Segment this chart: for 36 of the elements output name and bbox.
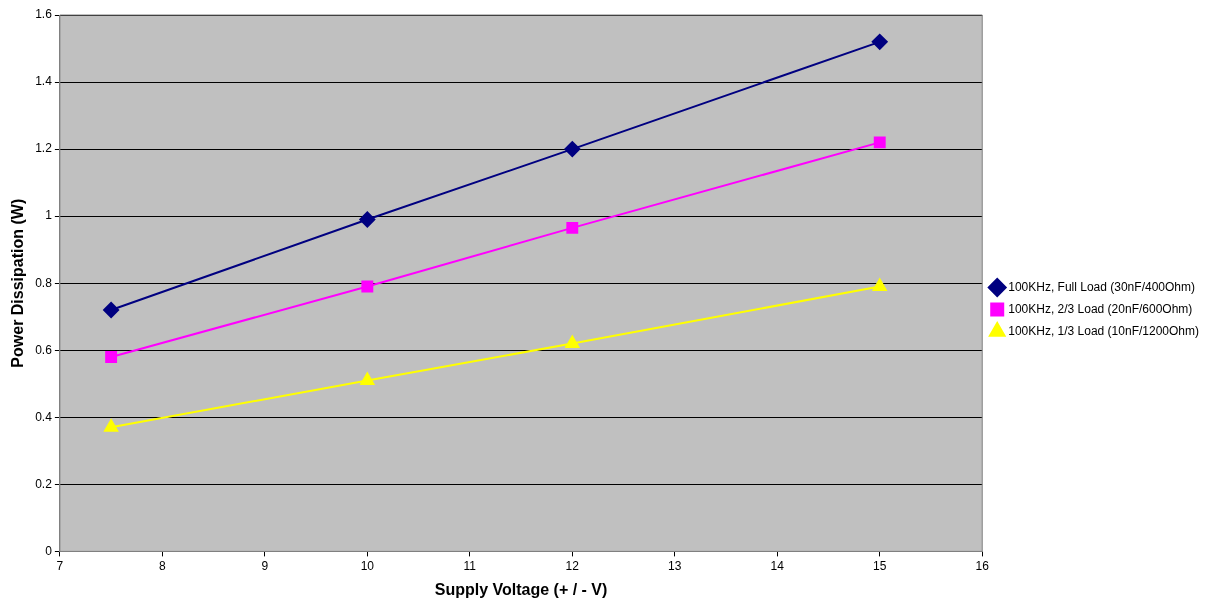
legend-label: 100KHz, 1/3 Load (10nF/1200Ohm) <box>1008 323 1199 338</box>
y-tick-label: 1.2 <box>35 141 53 156</box>
x-tick-label: 15 <box>873 558 887 573</box>
y-axis-title: Power Dissipation (W) <box>9 198 27 368</box>
x-axis-title: Supply Voltage (+ / - V) <box>434 580 608 598</box>
point <box>871 33 888 50</box>
point <box>103 302 120 319</box>
point <box>359 211 376 228</box>
x-tick-label: 10 <box>360 558 375 573</box>
x-tick-label: 14 <box>770 558 785 573</box>
x-tick-label: 7 <box>56 558 64 573</box>
x-tick-label: 13 <box>668 558 682 573</box>
x-tick-label: 12 <box>565 558 580 573</box>
point <box>873 136 886 149</box>
x-tick-label: 9 <box>261 558 269 573</box>
point <box>105 351 118 363</box>
legend-label: 100KHz, 2/3 Load (20nF/600Ohm) <box>1008 301 1193 316</box>
y-tick-label: 0.2 <box>35 476 53 491</box>
y-tick-label: 1.6 <box>35 7 53 22</box>
point <box>361 280 374 293</box>
point <box>565 335 580 349</box>
legend-label: 100KHz, Full Load (30nF/400Ohm) <box>1008 279 1195 294</box>
point <box>564 141 581 158</box>
y-tick-label: 1 <box>45 208 53 223</box>
y-tick-label: 0 <box>45 543 53 558</box>
x-tick-label: 11 <box>463 558 477 573</box>
y-tick-label: 0.8 <box>35 275 53 290</box>
point <box>566 221 579 234</box>
x-tick-label: 8 <box>159 558 167 573</box>
point <box>872 278 887 292</box>
y-tick-label: 1.4 <box>35 74 53 89</box>
point <box>104 419 119 432</box>
x-tick-label: 16 <box>975 558 990 573</box>
y-tick-label: 0.4 <box>35 409 53 424</box>
y-tick-label: 0.6 <box>35 342 53 357</box>
point <box>360 372 375 385</box>
